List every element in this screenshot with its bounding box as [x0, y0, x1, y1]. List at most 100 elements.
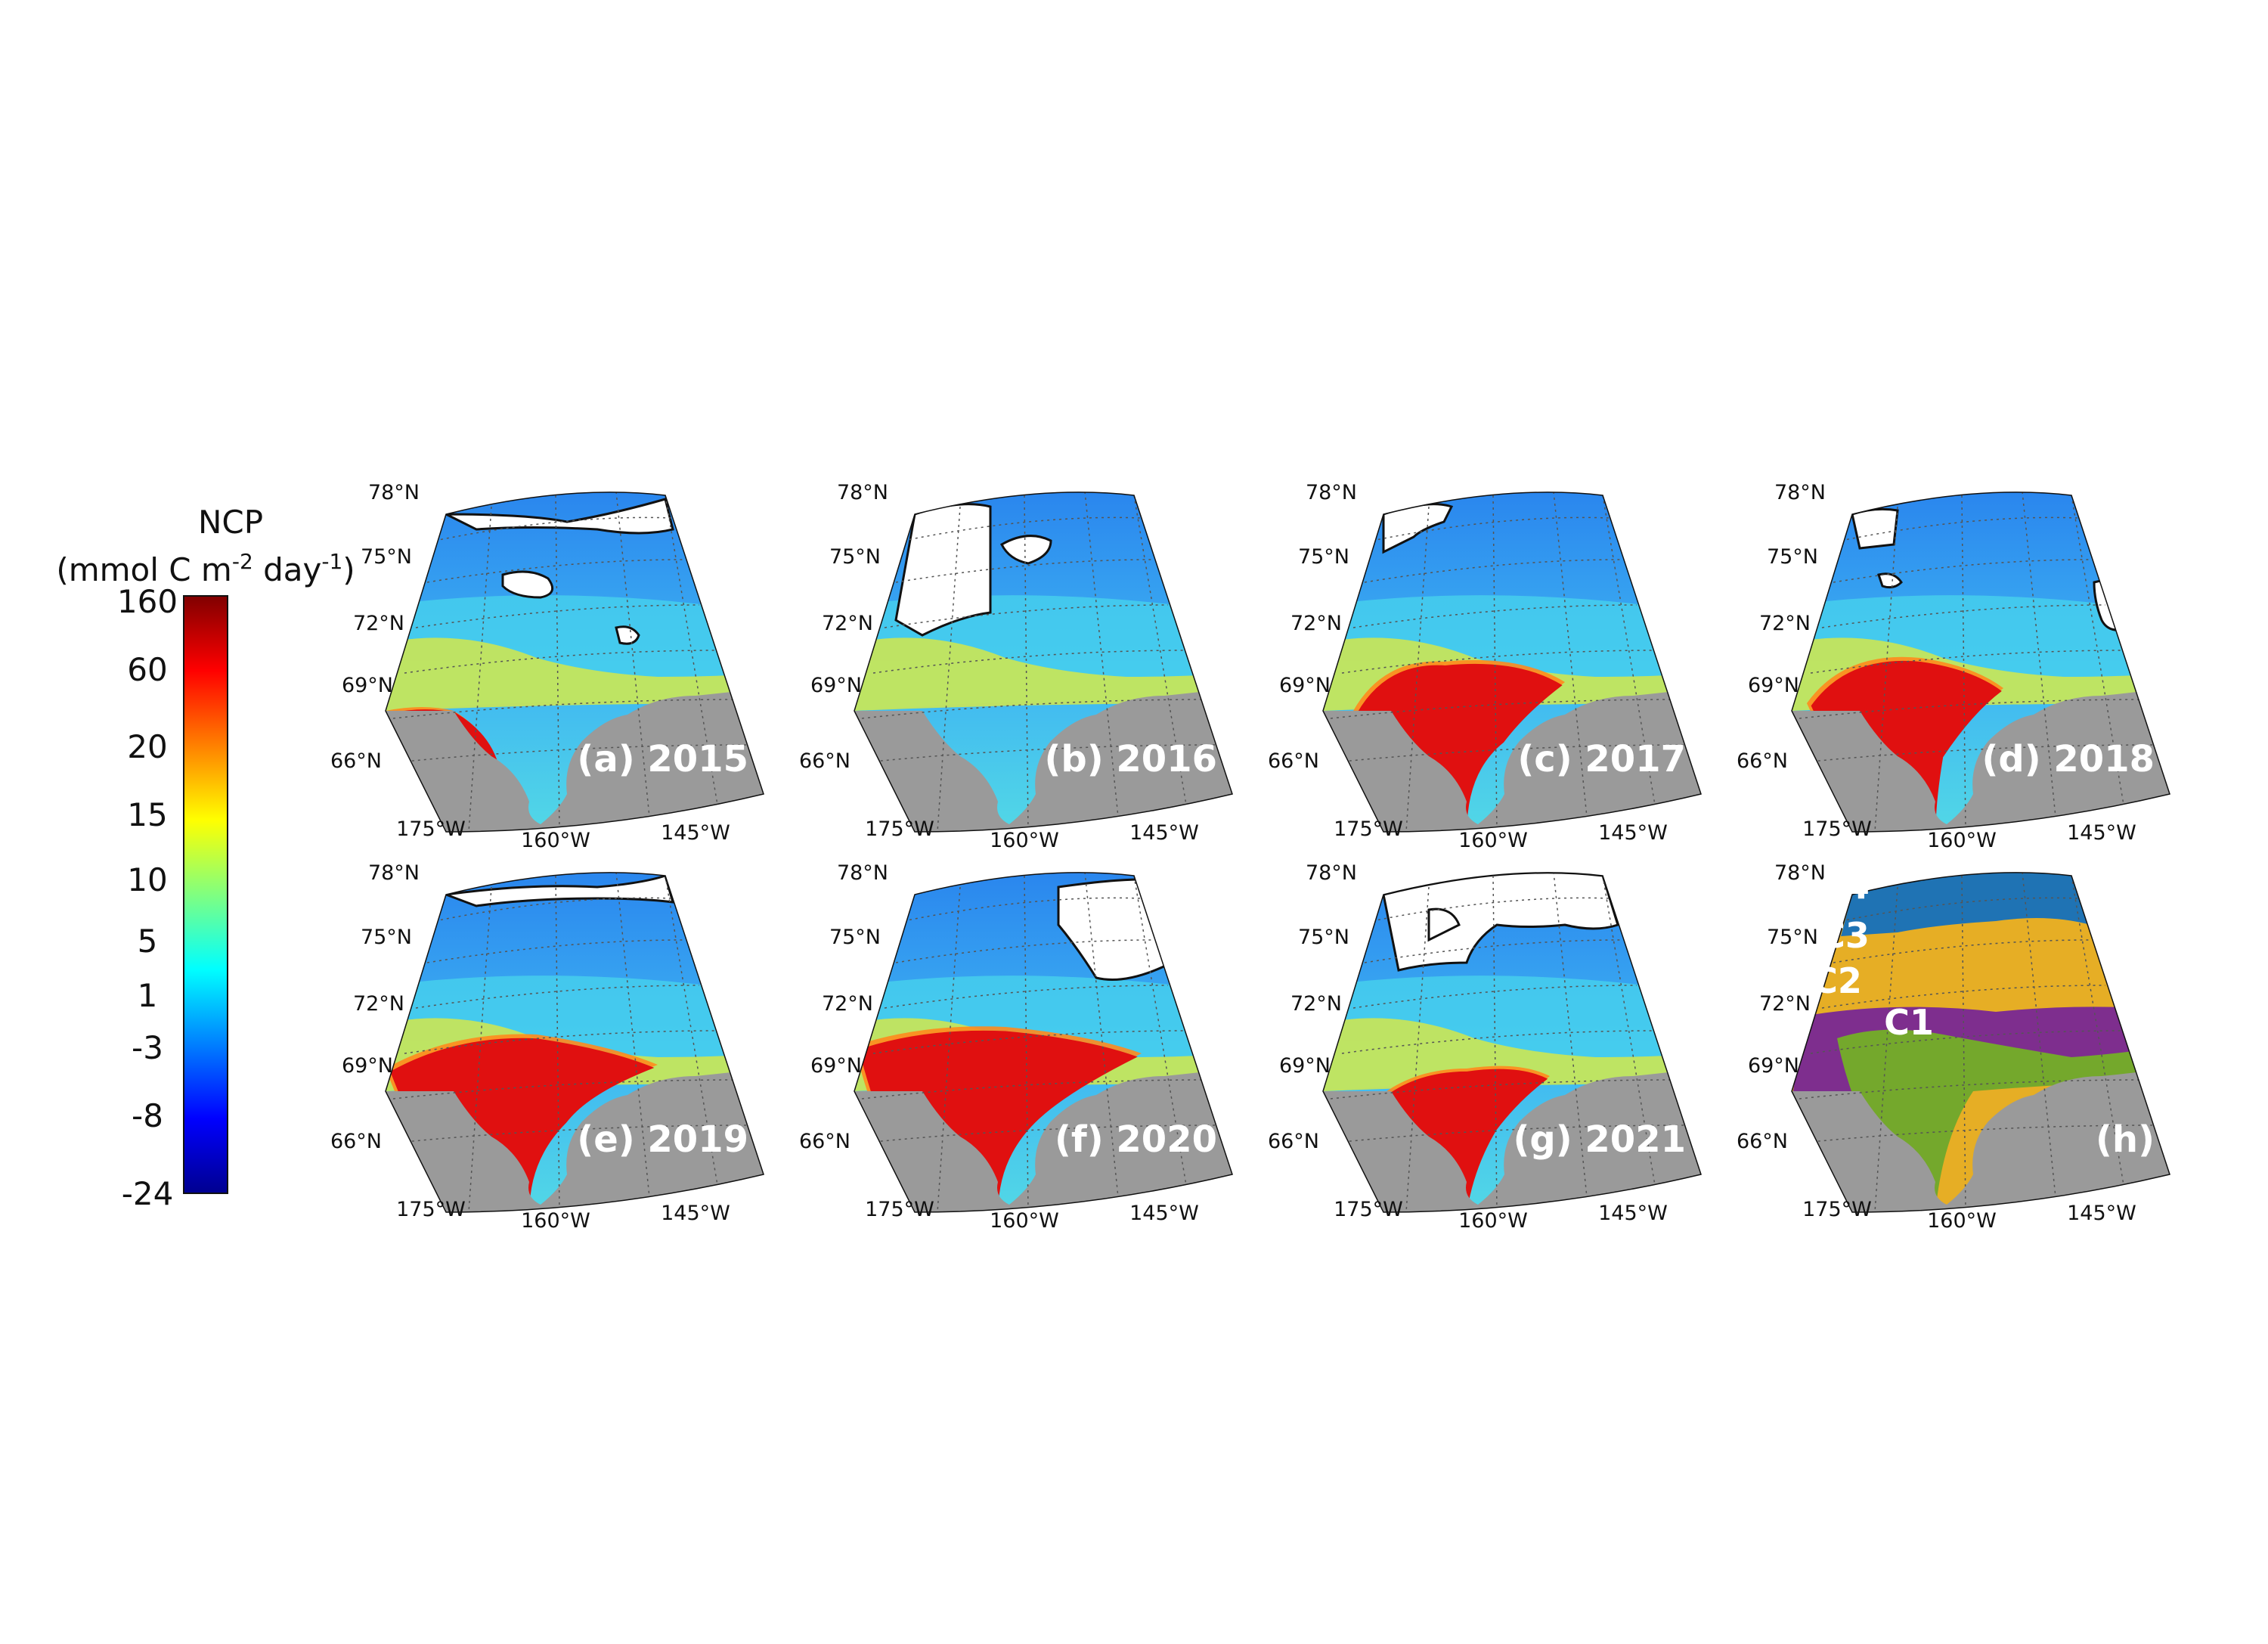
longitude-label: 160°W: [1458, 1209, 1528, 1233]
latitude-label: 69°N: [342, 674, 393, 697]
land-mass: [386, 1070, 764, 1212]
map-content: [386, 492, 764, 833]
latitude-line: [1821, 985, 2106, 1009]
land-mass: [1323, 690, 1701, 832]
panel-label: (e) 2019: [577, 1118, 748, 1161]
graticule: [1792, 872, 2159, 1213]
colorbar-units-prefix: (mmol C m: [56, 551, 232, 588]
colorbar: NCP (mmol C m-2 day-1) 160 60 20 15 10 5 1 -3 -8…: [56, 504, 355, 1212]
longitude-line: [1024, 495, 1029, 833]
latitude-line: [392, 699, 738, 719]
longitude-line: [1961, 875, 1966, 1213]
latitude-line: [415, 985, 700, 1009]
map-panel: 78°N 75°N 72°N 69°N 66°N 175°W 160°W 145°W (d) 2…: [1737, 481, 2170, 852]
cluster-region-c4: [1841, 872, 2090, 936]
longitude-line: [665, 495, 719, 810]
latitude-label: 66°N: [330, 1130, 382, 1153]
latitude-label: 78°N: [1774, 861, 1826, 885]
latitude-line: [1810, 1030, 2125, 1054]
latitude-label: 75°N: [361, 926, 412, 949]
land-mass: [854, 690, 1232, 832]
longitude-label: 160°W: [990, 829, 1059, 852]
latitude-label: 66°N: [1737, 749, 1788, 773]
latitude-label: 78°N: [837, 481, 888, 504]
latitude-label: 66°N: [799, 1130, 850, 1153]
latitude-label: 66°N: [799, 749, 850, 773]
latitude-label: 78°N: [368, 861, 420, 885]
latitude-line: [1799, 699, 2144, 719]
ncp-front: [386, 637, 764, 711]
panel-label: (f) 2020: [1055, 1118, 1217, 1161]
colorbar-units-exp2: -1: [321, 549, 342, 574]
longitude-label: 145°W: [1598, 1202, 1668, 1225]
panel-label: (d) 2018: [1981, 738, 2155, 780]
latitude-line: [1352, 604, 1637, 628]
latitude-label: 75°N: [1298, 545, 1349, 569]
latitude-label: 72°N: [353, 612, 404, 635]
longitude-line: [1084, 872, 1120, 1205]
latitude-line: [1330, 1079, 1675, 1100]
colorbar-tick-label: 60: [127, 651, 167, 688]
sea-ice: [1851, 507, 1899, 550]
longitude-label: 145°W: [1598, 821, 1668, 845]
latitude-line: [884, 604, 1169, 628]
map-panel: 78°N 75°N 72°N 69°N 66°N 175°W 160°W 145°W (f) 2…: [799, 861, 1233, 1233]
latitude-line: [1341, 650, 1656, 674]
latitude-label: 66°N: [1737, 1130, 1788, 1153]
longitude-label: 160°W: [1927, 829, 1997, 852]
ncp-front: [854, 637, 1232, 711]
longitude-label: 145°W: [2067, 821, 2136, 845]
panel-label: (b) 2016: [1044, 738, 1217, 780]
land-mass: [1323, 1070, 1701, 1212]
map-content: [386, 872, 764, 1213]
sea-ice: [501, 570, 554, 599]
cluster-label-c3: C3: [1820, 915, 1870, 956]
latitude-label: 75°N: [1767, 926, 1818, 949]
colorbar-units-exp1: -2: [232, 549, 253, 574]
sea-ice: [1877, 572, 1903, 589]
latitude-label: 72°N: [1290, 612, 1342, 635]
map-frame: [1322, 492, 1702, 833]
latitude-line: [872, 1030, 1188, 1054]
latitude-label: 66°N: [1268, 749, 1319, 773]
map-content: [1792, 492, 2170, 833]
graticule: [1792, 492, 2159, 833]
graticule: [1323, 872, 1690, 1213]
latitude-line: [404, 1030, 719, 1054]
latitude-line: [1371, 897, 1611, 922]
latitude-label: 72°N: [822, 612, 873, 635]
longitude-line: [555, 875, 560, 1213]
longitude-label: 145°W: [661, 821, 730, 845]
latitude-line: [1840, 516, 2080, 541]
latitude-label: 66°N: [330, 749, 382, 773]
latitude-label: 72°N: [353, 992, 404, 1016]
longitude-line: [2071, 495, 2125, 810]
colorbar-ticks: 160 60 20 15 10 5 1 -3 -8 -24: [117, 583, 178, 1212]
latitude-label: 69°N: [1748, 674, 1799, 697]
latitude-line: [861, 1079, 1207, 1100]
latitude-label: 72°N: [1759, 992, 1811, 1016]
latitude-label: 69°N: [342, 1054, 393, 1078]
sea-ice: [445, 498, 674, 535]
longitude-line: [1602, 875, 1656, 1190]
longitude-label: 175°W: [1802, 1198, 1872, 1221]
longitude-line: [1133, 495, 1188, 810]
longitude-label: 145°W: [1129, 821, 1199, 845]
sea-ice: [1000, 535, 1052, 565]
longitude-label: 145°W: [1129, 1202, 1199, 1225]
colorbar-units-suffix: ): [342, 551, 355, 588]
latitude-line: [1810, 650, 2125, 674]
graticule: [386, 492, 753, 833]
latitude-label: 78°N: [1306, 481, 1357, 504]
map-frame: [854, 872, 1233, 1213]
latitude-label: 78°N: [1306, 861, 1357, 885]
ncp-front: [1323, 1018, 1701, 1091]
latitude-label: 72°N: [1759, 612, 1811, 635]
latitude-label: 78°N: [1774, 481, 1826, 504]
latitude-line: [895, 939, 1154, 963]
graticule: [386, 872, 753, 1213]
map-frame: [385, 492, 764, 833]
latitude-line: [872, 650, 1188, 674]
map-content: [1323, 492, 1701, 833]
